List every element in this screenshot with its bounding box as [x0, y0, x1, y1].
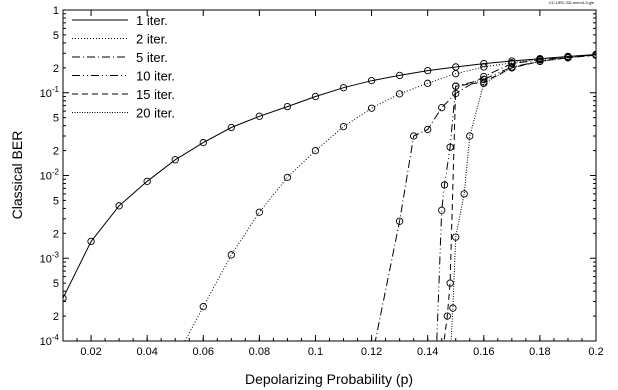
x-tick-label: 0.02 [80, 346, 101, 358]
y-axis-label: Classical BER [9, 131, 25, 220]
series-marker-2 [311, 146, 320, 155]
series-marker-2 [395, 90, 404, 98]
series-line-5 [443, 54, 596, 341]
x-tick-label: 0.04 [136, 346, 157, 358]
series-marker-1 [143, 177, 151, 185]
series-marker-3 [395, 217, 404, 225]
legend: 1 iter. 2 iter. 5 iter. 10 iter. 15 iter. 20 … [72, 13, 175, 121]
series-marker-1 [115, 202, 123, 210]
series-marker-6 [592, 51, 596, 59]
x-tick-label: 0.16 [473, 346, 494, 358]
y-minor-label: 2 [53, 228, 59, 240]
series-marker-6 [564, 54, 572, 62]
series-marker-1 [283, 102, 292, 111]
series-marker-1 [227, 123, 235, 132]
series-marker-2 [424, 79, 432, 87]
y-tick-label: 10-4 [40, 333, 60, 348]
x-tick-label: 0.1 [308, 346, 323, 358]
y-ticks-group: 1 2 5 10-1 2 5 10-2 2 5 10-3 2 5 10-4 [40, 5, 596, 348]
legend-label: 10 iter. [136, 69, 175, 84]
series-marker-1 [63, 294, 67, 302]
y-tick-exponent: -1 [52, 85, 60, 94]
x-tick-label: 0.12 [361, 346, 382, 358]
x-tick-label: 0.06 [193, 346, 214, 358]
series-marker-1 [87, 237, 95, 246]
series-marker-1 [171, 156, 179, 164]
series-marker-2 [367, 104, 376, 112]
y-tick-exponent: -2 [52, 168, 60, 177]
y-minor-label: 5 [53, 113, 59, 125]
x-tick-label: 0.2 [588, 346, 603, 358]
series-marker-4 [480, 75, 488, 84]
x-ticks-group: 0.02 0.04 0.06 0.08 0.1 0.12 0.14 0.16 0.18 0.2 [62, 10, 604, 358]
series-marker-1 [339, 84, 348, 92]
x-tick-label: 0.18 [529, 346, 550, 358]
series-marker-3 [438, 104, 446, 112]
legend-label: 2 iter. [136, 32, 168, 47]
series-marker-2 [480, 63, 488, 71]
y-minor-label: 5 [53, 278, 59, 290]
series-marker-6 [460, 190, 468, 198]
series-marker-1 [480, 59, 488, 68]
series-marker-6 [508, 64, 516, 72]
series-marker-2 [452, 70, 460, 78]
series-marker-2 [227, 251, 235, 259]
series-marker-3 [508, 59, 516, 68]
series-group [63, 50, 596, 341]
y-tick-exponent: -3 [52, 250, 60, 259]
series-marker-1 [311, 92, 320, 101]
series-marker-3 [410, 132, 418, 140]
series-marker-6 [452, 233, 460, 241]
series-line-2 [184, 54, 596, 341]
y-tick-label: 10-2 [40, 168, 60, 183]
y-minor-label: 2 [53, 311, 59, 323]
series-marker-5 [443, 312, 451, 320]
series-marker-2 [255, 208, 264, 216]
series-marker-2 [199, 303, 207, 311]
series-marker-6 [480, 79, 488, 87]
series-marker-4 [438, 206, 446, 214]
legend-label: 20 iter. [136, 106, 175, 121]
y-minor-label: 2 [53, 146, 59, 158]
series-marker-3 [424, 125, 432, 134]
series-marker-4 [440, 181, 449, 189]
series-line-4 [436, 54, 596, 341]
series-marker-1 [199, 138, 207, 147]
y-minor-label: 2 [53, 63, 59, 75]
series-marker-2 [339, 122, 348, 131]
series-line-1 [63, 54, 596, 299]
legend-label: 5 iter. [136, 50, 168, 65]
x-tick-label: 0.14 [417, 346, 438, 358]
series-marker-6 [536, 57, 544, 65]
series-line-6 [450, 54, 596, 341]
y-minor-label: 5 [53, 30, 59, 42]
series-marker-5 [446, 279, 454, 287]
series-marker-1 [424, 66, 432, 75]
y-tick-label: 10-1 [40, 85, 60, 100]
series-line-3 [374, 54, 596, 341]
series-marker-2 [283, 173, 292, 181]
series-marker-1 [367, 77, 376, 85]
file-tag: CC-URC-SD-mem4-3.gle [549, 0, 595, 5]
clipped-series [63, 50, 596, 341]
legend-label: 1 iter. [136, 13, 168, 28]
series-marker-6 [449, 304, 457, 312]
y-minor-label: 5 [53, 195, 59, 207]
y-tick-exponent: -4 [52, 333, 60, 342]
x-axis-label: Depolarizing Probability (p) [245, 371, 413, 387]
series-marker-4 [446, 143, 454, 151]
series-marker-5 [452, 82, 460, 90]
y-tick-label: 1 [53, 5, 59, 17]
series-marker-1 [255, 112, 264, 120]
series-marker-6 [466, 132, 474, 140]
legend-label: 15 iter. [136, 87, 175, 102]
y-tick-label: 10-3 [40, 250, 60, 265]
x-tick-label: 0.08 [249, 346, 270, 358]
series-marker-1 [395, 71, 404, 80]
